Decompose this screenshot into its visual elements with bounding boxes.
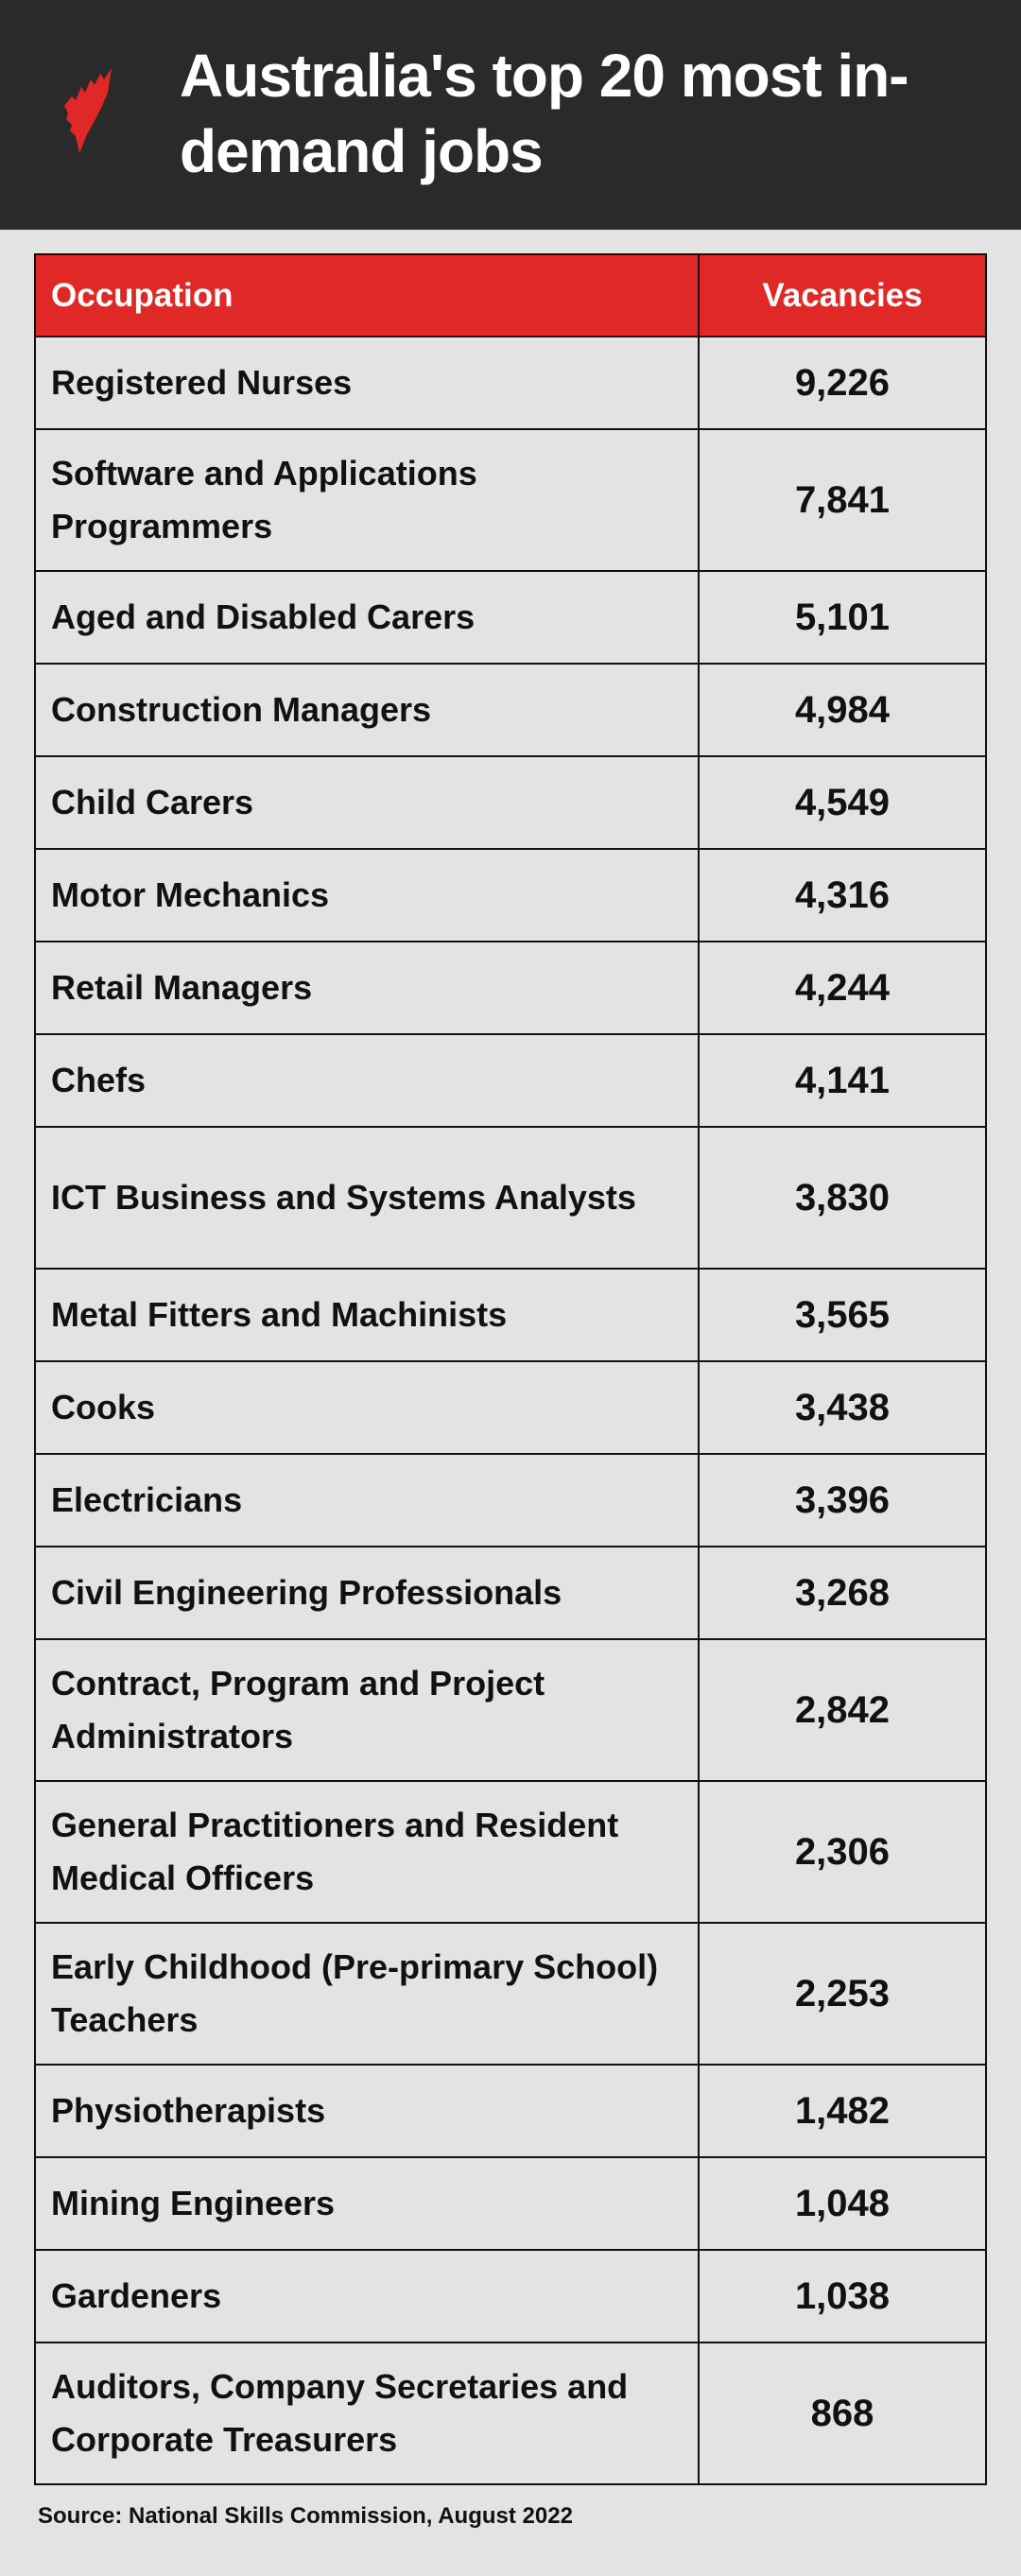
occupation-cell: Software and Applications Programmers: [34, 428, 700, 572]
occupation-cell: Cooks: [34, 1360, 700, 1455]
vacancies-cell: 3,438: [698, 1360, 987, 1455]
table-row: Civil Engineering Professionals 3,268: [34, 1546, 987, 1640]
table-row: Registered Nurses 9,226: [34, 336, 987, 430]
table-row: Retail Managers 4,244: [34, 941, 987, 1035]
occupation-cell: Metal Fitters and Machinists: [34, 1268, 700, 1362]
table-row: Motor Mechanics 4,316: [34, 848, 987, 942]
table-row: Electricians 3,396: [34, 1453, 987, 1547]
table-row: Aged and Disabled Carers 5,101: [34, 570, 987, 665]
occupation-cell: Construction Managers: [34, 663, 700, 757]
page-title: Australia's top 20 most in-demand jobs: [180, 42, 909, 185]
vacancies-cell: 4,316: [698, 848, 987, 942]
table-header-row: Occupation Vacancies: [34, 253, 987, 337]
occupation-cell: Physiotherapists: [34, 2064, 700, 2158]
vacancies-cell: 5,101: [698, 570, 987, 665]
vacancies-cell: 2,253: [698, 1922, 987, 2066]
table-row: General Practitioners and Resident Medic…: [34, 1780, 987, 1924]
vacancies-cell: 3,830: [698, 1126, 987, 1270]
vacancies-cell: 3,565: [698, 1268, 987, 1362]
table-row: Child Carers 4,549: [34, 755, 987, 850]
occupation-cell: Retail Managers: [34, 941, 700, 1035]
occupation-cell: Gardeners: [34, 2249, 700, 2343]
source-note: Source: National Skills Commission, Augu…: [38, 2503, 573, 2529]
column-header-vacancies: Vacancies: [698, 253, 987, 337]
header: Australia's top 20 most in-demand jobs: [0, 0, 1021, 230]
table-row: Metal Fitters and Machinists 3,565: [34, 1268, 987, 1362]
vacancies-cell: 4,141: [698, 1033, 987, 1128]
table-row: Early Childhood (Pre-primary School) Tea…: [34, 1922, 987, 2066]
sbs-logo-icon: [64, 68, 112, 153]
table-row: Chefs 4,141: [34, 1033, 987, 1128]
table-row: ICT Business and Systems Analysts 3,830: [34, 1126, 987, 1270]
vacancies-cell: 1,482: [698, 2064, 987, 2158]
occupation-cell: Early Childhood (Pre-primary School) Tea…: [34, 1922, 700, 2066]
table-row: Cooks 3,438: [34, 1360, 987, 1455]
vacancies-cell: 868: [698, 2342, 987, 2485]
table-row: Contract, Program and Project Administra…: [34, 1638, 987, 1782]
jobs-table: Occupation Vacancies Registered Nurses 9,…: [34, 253, 987, 2485]
table-row: Mining Engineers 1,048: [34, 2156, 987, 2251]
occupation-cell: General Practitioners and Resident Medic…: [34, 1780, 700, 1924]
table-row: Software and Applications Programmers 7,8…: [34, 428, 987, 572]
vacancies-cell: 1,038: [698, 2249, 987, 2343]
occupation-cell: Electricians: [34, 1453, 700, 1547]
vacancies-cell: 4,549: [698, 755, 987, 850]
column-header-occupation: Occupation: [34, 253, 700, 337]
vacancies-cell: 1,048: [698, 2156, 987, 2251]
occupation-cell: Motor Mechanics: [34, 848, 700, 942]
vacancies-cell: 2,842: [698, 1638, 987, 1782]
occupation-cell: Contract, Program and Project Administra…: [34, 1638, 700, 1782]
occupation-cell: Registered Nurses: [34, 336, 700, 430]
vacancies-cell: 4,244: [698, 941, 987, 1035]
table-row: Construction Managers 4,984: [34, 663, 987, 757]
occupation-cell: Aged and Disabled Carers: [34, 570, 700, 665]
vacancies-cell: 9,226: [698, 336, 987, 430]
occupation-cell: Auditors, Company Secretaries and Corpor…: [34, 2342, 700, 2485]
table-row: Gardeners 1,038: [34, 2249, 987, 2343]
vacancies-cell: 3,268: [698, 1546, 987, 1640]
vacancies-cell: 7,841: [698, 428, 987, 572]
table-row: Physiotherapists 1,482: [34, 2064, 987, 2158]
occupation-cell: Chefs: [34, 1033, 700, 1128]
occupation-cell: Civil Engineering Professionals: [34, 1546, 700, 1640]
vacancies-cell: 2,306: [698, 1780, 987, 1924]
occupation-cell: ICT Business and Systems Analysts: [34, 1126, 700, 1270]
vacancies-cell: 3,396: [698, 1453, 987, 1547]
vacancies-cell: 4,984: [698, 663, 987, 757]
occupation-cell: Mining Engineers: [34, 2156, 700, 2251]
table-row: Auditors, Company Secretaries and Corpor…: [34, 2342, 987, 2485]
occupation-cell: Child Carers: [34, 755, 700, 850]
